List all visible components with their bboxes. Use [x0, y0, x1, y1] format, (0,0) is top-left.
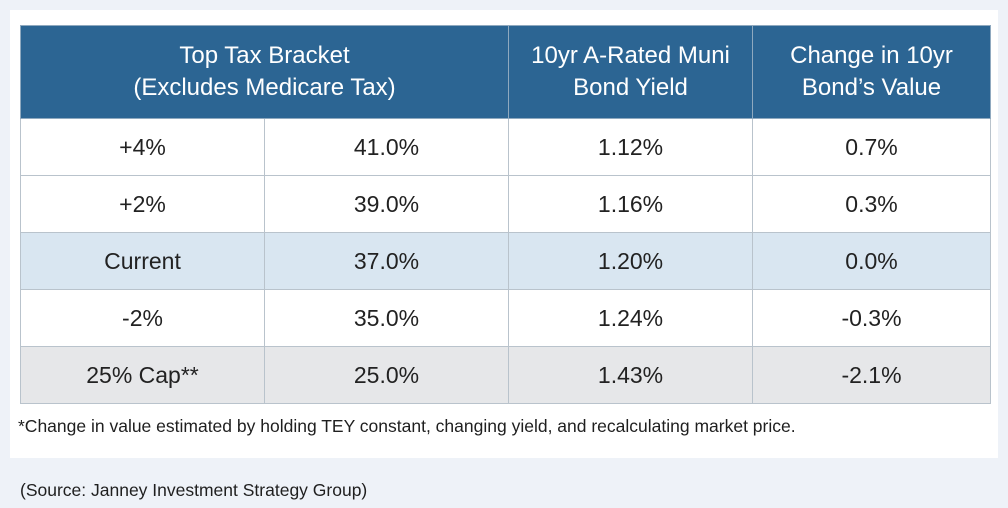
table-row: -2% 35.0% 1.24% -0.3% [20, 289, 992, 347]
header-muni-yield-line1: 10yr A-Rated Muni [531, 42, 730, 69]
scenario-cell: +4% [20, 118, 265, 176]
header-tax-bracket-line1: Top Tax Bracket [179, 42, 350, 69]
scenario-cell: +2% [20, 175, 265, 233]
header-value-change-line2: Bond’s Value [801, 74, 942, 101]
tax-rate-cell: 41.0% [263, 118, 510, 176]
table-row-cap: 25% Cap** 25.0% 1.43% -2.1% [20, 346, 992, 404]
scenario-cell: -2% [20, 289, 265, 347]
yield-cell: 1.12% [508, 118, 754, 176]
table-row: +4% 41.0% 1.12% 0.7% [20, 118, 992, 176]
yield-cell: 1.20% [508, 232, 754, 290]
tax-bracket-table: Top Tax Bracket (Excludes Medicare Tax) … [19, 25, 992, 404]
value-change-cell: 0.0% [752, 232, 992, 290]
value-change-cell: -2.1% [752, 346, 992, 404]
scenario-cell: Current [20, 232, 265, 290]
table-row: +2% 39.0% 1.16% 0.3% [20, 175, 992, 233]
source-note: (Source: Janney Investment Strategy Grou… [20, 480, 368, 500]
value-change-cell: 0.7% [752, 118, 992, 176]
table-row-current: Current 37.0% 1.20% 0.0% [20, 232, 992, 290]
header-tax-bracket-line2: (Excludes Medicare Tax) [133, 74, 396, 101]
yield-cell: 1.43% [508, 346, 754, 404]
header-value-change-line1: Change in 10yr [790, 42, 953, 69]
footnote: *Change in value estimated by holding TE… [18, 416, 796, 436]
yield-cell: 1.24% [508, 289, 754, 347]
tax-rate-cell: 39.0% [263, 175, 510, 233]
tax-rate-cell: 35.0% [263, 289, 510, 347]
header-value-change: Change in 10yr Bond’s Value [752, 25, 992, 119]
value-change-cell: 0.3% [752, 175, 992, 233]
header-row: Top Tax Bracket (Excludes Medicare Tax) … [19, 25, 992, 119]
scenario-cell: 25% Cap** [20, 346, 265, 404]
tax-rate-cell: 37.0% [263, 232, 510, 290]
yield-cell: 1.16% [508, 175, 754, 233]
header-muni-yield: 10yr A-Rated Muni Bond Yield [508, 25, 754, 119]
header-muni-yield-line2: Bond Yield [573, 74, 688, 101]
header-tax-bracket: Top Tax Bracket (Excludes Medicare Tax) [19, 25, 510, 119]
table-panel: Top Tax Bracket (Excludes Medicare Tax) … [10, 10, 998, 458]
tax-rate-cell: 25.0% [263, 346, 510, 404]
value-change-cell: -0.3% [752, 289, 992, 347]
